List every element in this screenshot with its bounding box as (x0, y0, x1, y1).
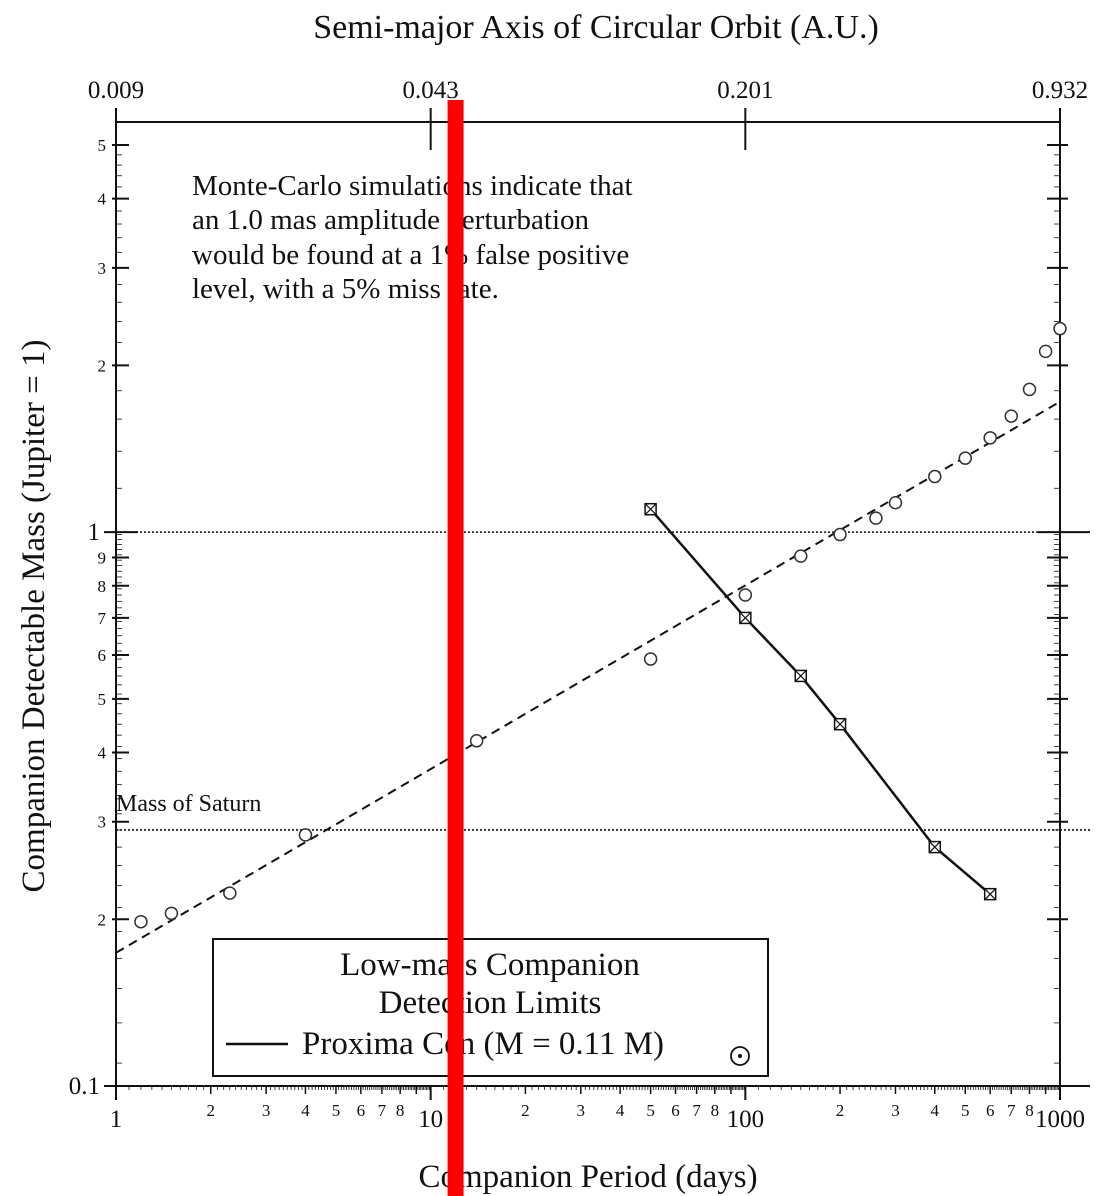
x-minor-tick-label: 6 (671, 1101, 680, 1120)
saturn-label: Mass of Saturn (116, 791, 261, 817)
x-minor-tick-label: 8 (1025, 1101, 1034, 1120)
x-minor-tick-label: 4 (301, 1101, 310, 1120)
y-tick-label: 9 (98, 548, 107, 567)
x-minor-tick-label: 4 (931, 1101, 940, 1120)
circle-marker (888, 495, 903, 510)
red-vertical-bar (447, 100, 464, 1196)
legend: Low-mass Companion Detection Limits Prox… (212, 938, 769, 1077)
circle-marker (793, 549, 808, 563)
circle-marker (833, 527, 847, 542)
x-minor-tick-label: 5 (332, 1101, 341, 1120)
x-minor-tick-label: 5 (961, 1101, 970, 1120)
x-tick-label: 100 (727, 1106, 765, 1133)
circle-marker (298, 828, 313, 842)
legend-box (212, 938, 769, 1077)
y-tick-label: 7 (98, 609, 107, 628)
circle-marker (928, 469, 942, 484)
y-tick-label: 0.1 (69, 1073, 100, 1100)
x-minor-tick-label: 8 (396, 1101, 405, 1120)
marker-x-b (928, 841, 941, 854)
y-axis-title: Companion Detectable Mass (Jupiter = 1) (16, 340, 52, 893)
proxima-cen-marker (983, 887, 997, 901)
x-minor-tick-label: 2 (836, 1101, 845, 1120)
legend-entry: Proxima Cen (M = 0.11 M) (302, 1026, 664, 1062)
y-tick-label: 4 (98, 190, 107, 209)
x-minor-tick-label: 7 (1007, 1101, 1016, 1120)
circle-marker (1022, 382, 1037, 397)
proxima-cen-marker (739, 611, 752, 625)
annotation-line-1: Monte-Carlo simulations indicate that (192, 170, 633, 202)
top-axis-tick-label: 0.009 (88, 77, 144, 104)
y-tick-label: 2 (98, 356, 107, 375)
y-tick-label: 5 (98, 136, 107, 155)
x-minor-tick-label: 7 (378, 1101, 387, 1120)
circle-marker (134, 914, 148, 929)
marker-x-b (834, 718, 846, 731)
y-tick-label: 3 (98, 813, 107, 832)
x-minor-tick-label: 2 (206, 1101, 215, 1120)
annotation-text: Monte-Carlo simulations indicate that an… (192, 170, 633, 305)
proxima-cen-marker (833, 717, 847, 731)
marker-x-b (794, 670, 807, 682)
x-axis-title: Companion Period (days) (418, 1159, 757, 1195)
x-minor-tick-label: 7 (692, 1101, 701, 1120)
marker-x-b (739, 612, 752, 624)
y-tick-label: 4 (98, 744, 107, 763)
circle-marker (738, 588, 753, 602)
y-tick-label: 2 (98, 910, 107, 929)
circle-marker (643, 652, 658, 666)
y-tick-label: 5 (98, 690, 107, 709)
y-tick-label: 3 (98, 259, 107, 278)
circle-marker (469, 734, 484, 748)
y-tick-label: 6 (98, 646, 107, 665)
top-axis-tick-label: 0.932 (1032, 77, 1088, 104)
marker-x-b (644, 503, 657, 516)
circle-marker (164, 906, 179, 921)
x-minor-tick-label: 4 (616, 1101, 625, 1120)
x-tick-label: 1000 (1035, 1106, 1085, 1133)
top-axis-title: Semi-major Axis of Circular Orbit (A.U.) (313, 9, 879, 46)
x-tick-label: 10 (418, 1106, 443, 1133)
dashed-fit-line (115, 400, 1061, 954)
x-minor-tick-label: 6 (357, 1101, 366, 1120)
annotation-line-3: would be found at a 1% false positive (192, 239, 629, 271)
legend-title-line-1: Low-mass Companion (340, 947, 640, 983)
legend-entry-text: Proxima Cen (M = 0.11 M (302, 1026, 653, 1062)
circle-marker (958, 451, 973, 465)
sun-symbol-icon (730, 1046, 750, 1066)
y-tick-label: 8 (98, 577, 107, 596)
annotation-line-2: an 1.0 mas amplitude perturbation (192, 204, 590, 236)
circle-marker (983, 431, 997, 445)
circle-marker (869, 511, 883, 525)
x-minor-tick-label: 8 (711, 1101, 720, 1120)
x-tick-label: 1 (110, 1106, 123, 1133)
legend-title-line-2: Detection Limits (379, 985, 602, 1021)
proxima-cen-marker (928, 840, 942, 854)
circle-marker (1053, 321, 1067, 336)
circle-marker (223, 886, 237, 900)
top-axis-tick-label: 0.043 (403, 77, 459, 104)
sun-symbol-dot (738, 1054, 742, 1058)
x-minor-tick-label: 3 (577, 1101, 586, 1120)
x-minor-tick-label: 5 (646, 1101, 655, 1120)
x-minor-tick-label: 3 (891, 1101, 900, 1120)
x-minor-tick-label: 3 (262, 1101, 271, 1120)
proxima-cen-marker (644, 502, 657, 516)
legend-entry-suffix: ) (653, 1026, 664, 1062)
circle-marker (1038, 344, 1053, 359)
proxima-cen-line (649, 508, 992, 896)
x-minor-tick-label: 2 (521, 1101, 530, 1120)
proxima-cen-marker (794, 669, 807, 683)
x-minor-tick-label: 6 (986, 1101, 995, 1120)
marker-x-b (984, 888, 997, 901)
top-axis-tick-label: 0.201 (717, 77, 773, 104)
y-tick-label: 1 (88, 519, 101, 546)
circle-marker (1004, 409, 1019, 423)
